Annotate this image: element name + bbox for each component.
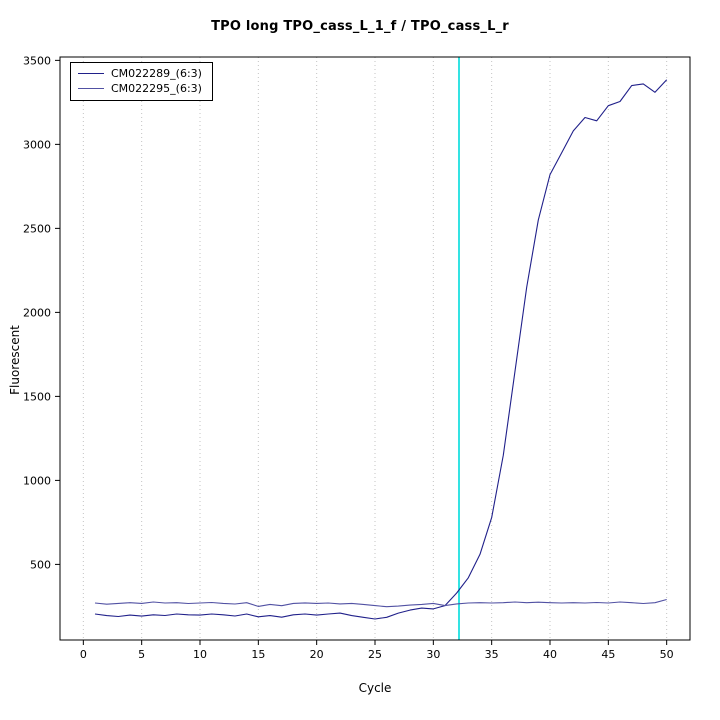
x-axis-label: Cycle bbox=[358, 681, 392, 695]
series-line-CM022295_(6:3) bbox=[94, 598, 667, 608]
x-tick-label: 45 bbox=[601, 648, 615, 661]
x-tick-label: 30 bbox=[426, 648, 440, 661]
chart-title: TPO long TPO_cass_L_1_f / TPO_cass_L_r bbox=[211, 19, 509, 34]
legend-label: CM022295_(6:3) bbox=[111, 82, 202, 95]
x-tick-label: 20 bbox=[310, 648, 324, 661]
x-tick-label: 0 bbox=[80, 648, 87, 661]
legend-label: CM022289_(6:3) bbox=[111, 67, 202, 80]
x-tick-label: 10 bbox=[193, 648, 207, 661]
y-tick-label: 3000 bbox=[23, 138, 51, 151]
legend-line-swatch bbox=[78, 73, 104, 74]
x-tick-label: 5 bbox=[138, 648, 145, 661]
x-tick-label: 25 bbox=[368, 648, 382, 661]
y-tick-label: 2500 bbox=[23, 222, 51, 235]
x-tick-label: 50 bbox=[660, 648, 674, 661]
x-tick-label: 40 bbox=[543, 648, 557, 661]
plot-border bbox=[59, 56, 691, 641]
legend: CM022289_(6:3) CM022295_(6:3) bbox=[70, 62, 213, 101]
y-tick-label: 1000 bbox=[23, 474, 51, 487]
x-tick-label: 35 bbox=[485, 648, 499, 661]
legend-item: CM022295_(6:3) bbox=[78, 81, 202, 96]
x-tick-label: 15 bbox=[251, 648, 265, 661]
y-tick-label: 1500 bbox=[23, 390, 51, 403]
y-tick-label: 3500 bbox=[23, 54, 51, 67]
y-tick-label: 500 bbox=[30, 558, 51, 571]
legend-item: CM022289_(6:3) bbox=[78, 66, 202, 81]
legend-line-swatch bbox=[78, 88, 104, 89]
series-line-CM022289_(6:3) bbox=[94, 79, 668, 620]
y-tick-label: 2000 bbox=[23, 306, 51, 319]
